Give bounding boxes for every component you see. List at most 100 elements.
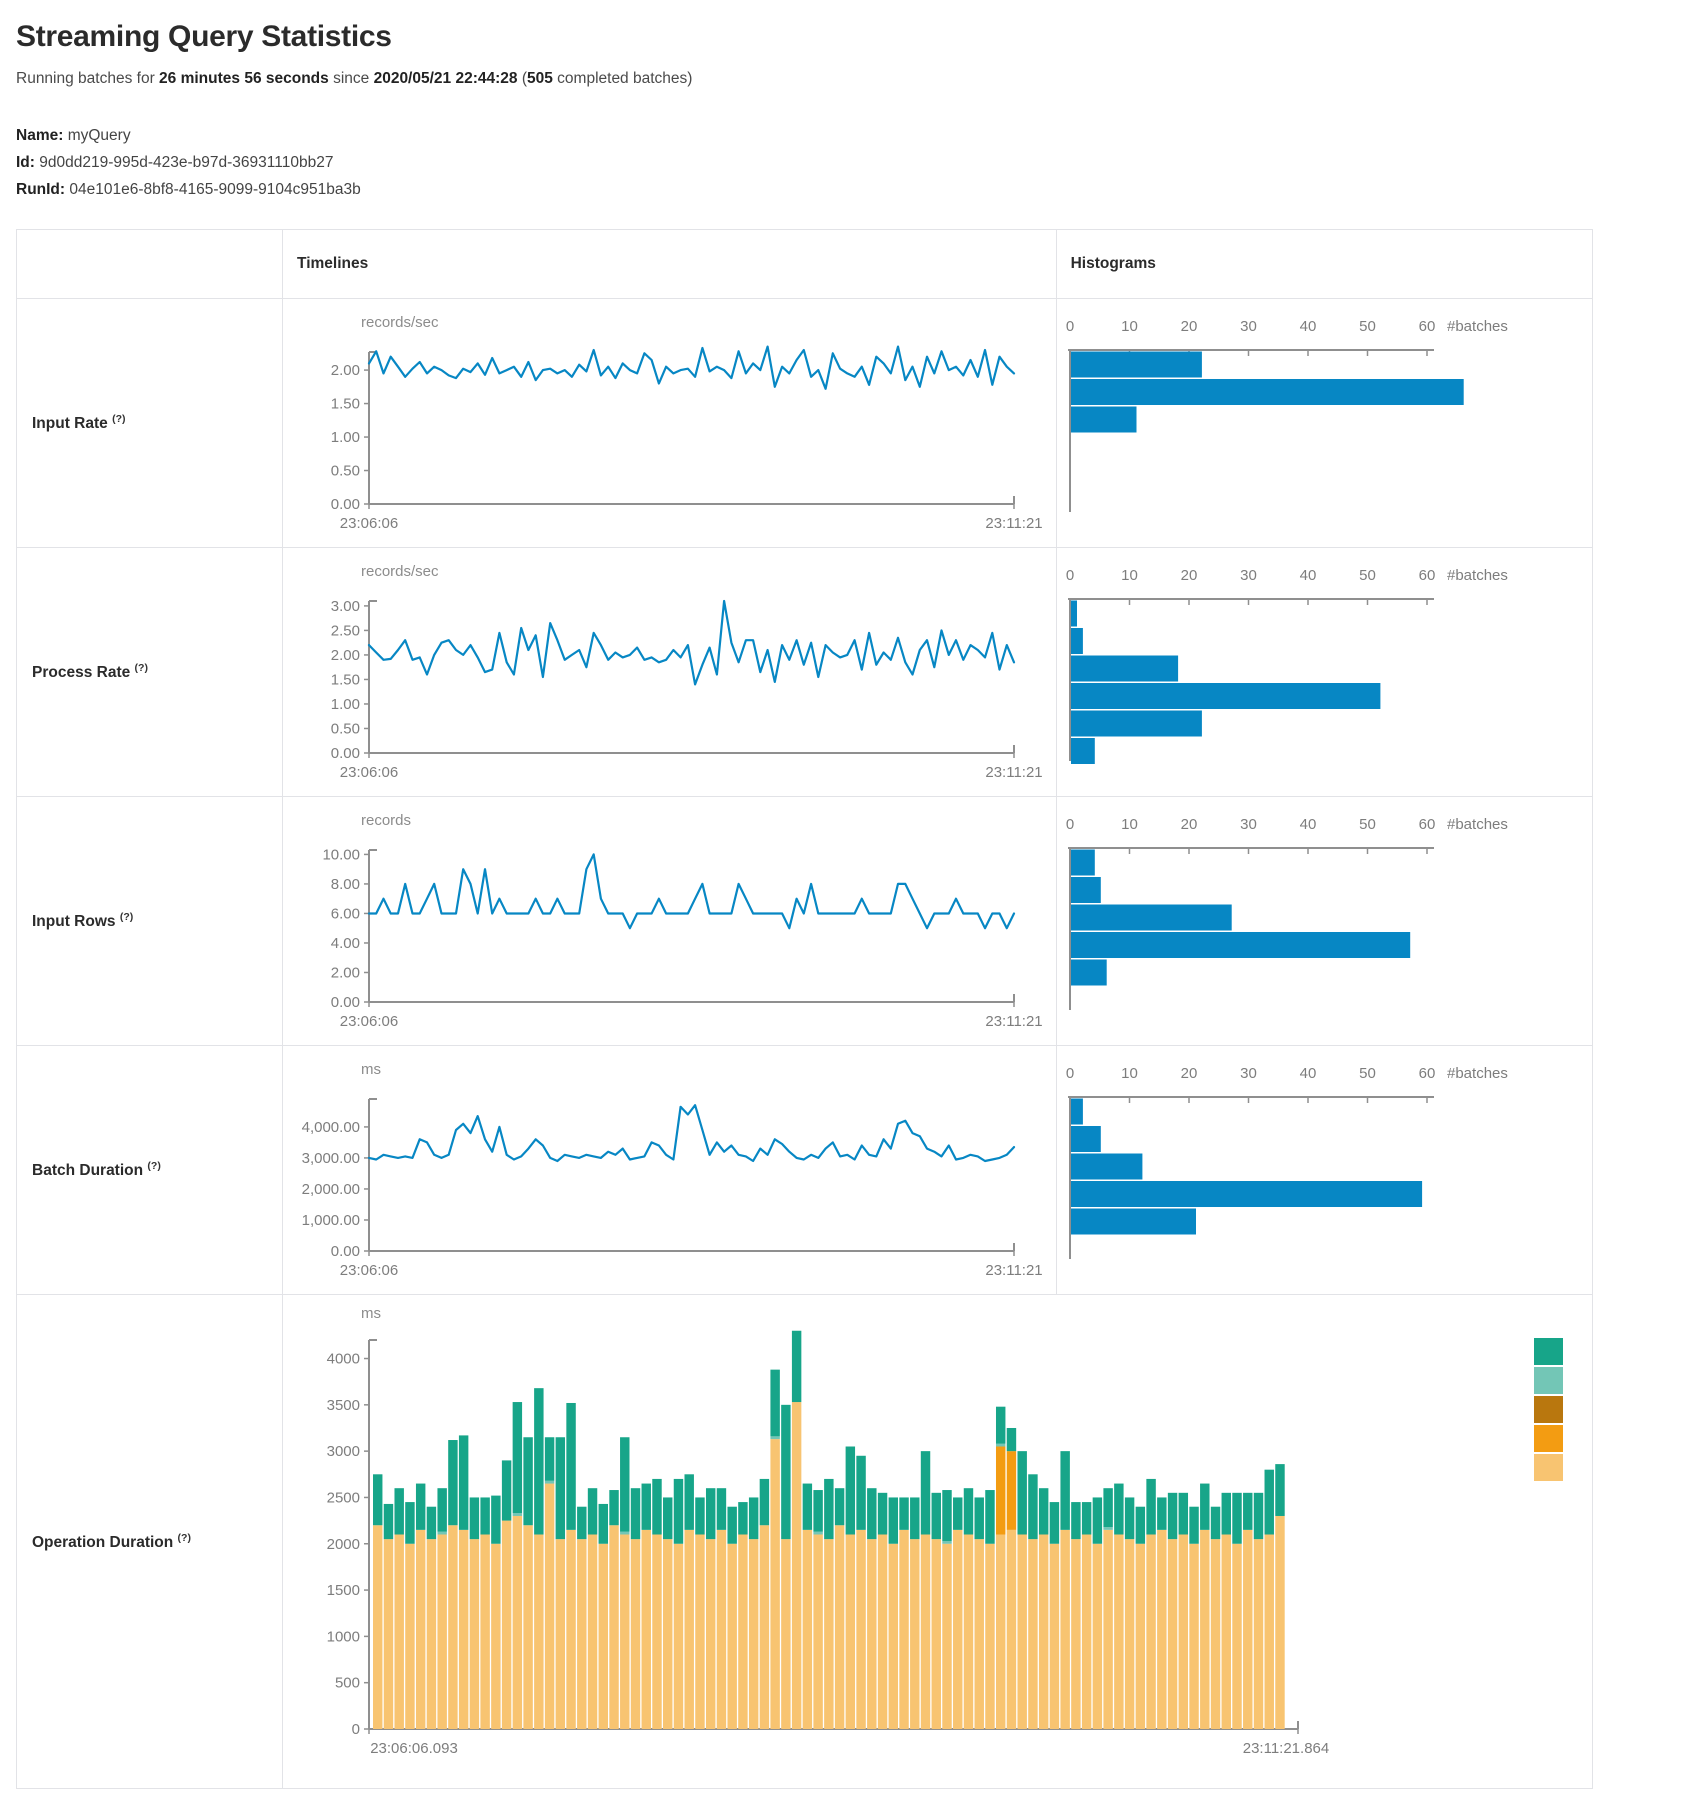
id-label: Id: [16, 154, 35, 172]
svg-text:10: 10 [1121, 1065, 1138, 1082]
legend-swatch[interactable] [1534, 1425, 1563, 1453]
svg-text:10.00: 10.00 [322, 847, 360, 864]
operation-duration-label-cell: Operation Duration (?) [16, 1294, 283, 1790]
svg-text:23:11:21: 23:11:21 [985, 1262, 1042, 1279]
svg-text:50: 50 [1359, 816, 1376, 833]
svg-text:6.00: 6.00 [331, 906, 360, 923]
query-name-line: Name: myQuery [16, 122, 1677, 149]
svg-text:60: 60 [1418, 816, 1435, 833]
name-label: Name: [16, 127, 64, 144]
process-rate-timeline-chart: records/sec 3.00 2.50 2.00 1.50 1.00 0.50 0.00 2… [331, 563, 1043, 781]
svg-text:#batches: #batches [1447, 318, 1508, 335]
histograms-header: Histograms [1055, 229, 1594, 300]
svg-text:0: 0 [1065, 816, 1073, 833]
svg-text:#batches: #batches [1447, 816, 1508, 833]
svg-text:10: 10 [1121, 567, 1138, 584]
legend-swatch[interactable] [1534, 1454, 1563, 1482]
query-id-line: Id: 9d0dd219-995d-423e-b97d-36931110bb27 [16, 149, 1677, 176]
batch-duration-help-icon[interactable]: (?) [147, 1160, 161, 1173]
svg-text:23:06:06: 23:06:06 [340, 764, 398, 781]
svg-text:#batches: #batches [1447, 1065, 1508, 1082]
svg-text:40: 40 [1299, 318, 1316, 335]
legend-swatch[interactable] [1534, 1338, 1563, 1366]
svg-text:0.50: 0.50 [331, 463, 360, 480]
table-header-row: Timelines Histograms [16, 229, 1594, 300]
input-rows-label-cell: Input Rows (?) [16, 796, 283, 1047]
batch-duration-histogram-cell: 0 10 20 30 40 50 60 #batches [1055, 1045, 1594, 1296]
svg-text:0.00: 0.00 [331, 496, 360, 513]
input-rate-label-cell: Input Rate (?) [16, 298, 283, 549]
input-rows-histogram-chart: 0 10 20 30 40 50 60 #batches [1065, 816, 1508, 1011]
start-time-value: 2020/05/21 22:44:28 [373, 70, 518, 87]
svg-text:0: 0 [352, 1721, 360, 1738]
input-rate-histogram-chart: 0 10 20 30 40 50 60 #batches [1065, 318, 1508, 513]
svg-text:10: 10 [1121, 318, 1138, 335]
operation-duration-help-icon[interactable]: (?) [177, 1531, 191, 1544]
input-rows-help-icon[interactable]: (?) [119, 911, 134, 924]
svg-text:23:06:06: 23:06:06 [340, 1262, 398, 1279]
batch-duration-histogram-chart: 0 10 20 30 40 50 60 #batches [1065, 1065, 1508, 1260]
svg-text:2.00: 2.00 [331, 647, 360, 664]
svg-text:3500: 3500 [327, 1397, 360, 1414]
operation-duration-label: Operation Duration [32, 1533, 174, 1551]
svg-text:3.00: 3.00 [331, 598, 360, 615]
svg-text:0.00: 0.00 [331, 1243, 360, 1260]
batch-duration-timeline-cell: ms 4,000.00 3,000.00 2,000.00 1,000.00 0.00 23… [282, 1045, 1057, 1296]
svg-text:2.00: 2.00 [331, 362, 360, 379]
svg-text:60: 60 [1418, 318, 1435, 335]
process-rate-help-icon[interactable]: (?) [134, 662, 148, 675]
svg-text:0: 0 [1065, 1065, 1073, 1082]
input-rows-row: Input Rows (?) records 10.00 8.00 6.00 4.00 2… [16, 796, 1594, 1047]
svg-text:0.50: 0.50 [331, 721, 360, 738]
input-rows-label: Input Rows [32, 913, 116, 931]
svg-text:2000: 2000 [327, 1536, 360, 1553]
operation-duration-row: Operation Duration (?) ms 0 500 1000 1500 200… [16, 1294, 1593, 1790]
svg-text:10: 10 [1121, 816, 1138, 833]
svg-text:3,000.00: 3,000.00 [302, 1150, 360, 1167]
svg-text:#batches: #batches [1447, 567, 1508, 584]
page-title: Streaming Query Statistics [16, 20, 392, 53]
process-rate-histogram-cell: 0 10 20 30 40 50 60 #batches [1055, 547, 1594, 798]
input-rate-histogram-cell: 0 10 20 30 40 50 60 #batches [1055, 298, 1594, 549]
process-rate-label-cell: Process Rate (?) [16, 547, 283, 798]
svg-text:60: 60 [1418, 1065, 1435, 1082]
svg-text:23:06:06: 23:06:06 [340, 1013, 398, 1030]
input-rate-timeline-chart: records/sec 2.00 1.50 1.00 0.50 0.00 23:06:06 2… [331, 314, 1043, 532]
svg-text:0: 0 [1065, 567, 1073, 584]
timelines-header: Timelines [282, 229, 1057, 300]
input-rate-timeline-cell: records/sec 2.00 1.50 1.00 0.50 0.00 23:06:06 2… [282, 298, 1057, 549]
paren: ( [517, 70, 527, 87]
svg-text:4000: 4000 [327, 1351, 360, 1368]
svg-text:500: 500 [335, 1675, 360, 1692]
svg-text:ms: ms [361, 1305, 381, 1322]
svg-text:1.00: 1.00 [331, 429, 360, 446]
input-rate-row: Input Rate (?) records/sec 2.00 1.50 1.00 0.… [16, 298, 1594, 549]
svg-text:3000: 3000 [327, 1444, 360, 1461]
svg-text:30: 30 [1240, 816, 1257, 833]
svg-text:50: 50 [1359, 567, 1376, 584]
name-value: myQuery [63, 127, 131, 144]
summary-suffix: completed batches) [552, 70, 693, 87]
input-rate-help-icon[interactable]: (?) [112, 413, 126, 426]
svg-text:30: 30 [1240, 567, 1257, 584]
legend-swatch[interactable] [1534, 1396, 1563, 1424]
svg-text:2.50: 2.50 [331, 623, 360, 640]
svg-text:ms: ms [361, 1061, 381, 1078]
legend-swatch[interactable] [1534, 1367, 1563, 1395]
svg-text:4.00: 4.00 [331, 935, 360, 952]
svg-text:records/sec: records/sec [361, 314, 439, 331]
svg-text:1.50: 1.50 [331, 672, 360, 689]
svg-text:0.00: 0.00 [331, 994, 360, 1011]
input-rows-timeline-chart: records 10.00 8.00 6.00 4.00 2.00 0.00 23:06:06… [322, 812, 1042, 1030]
process-rate-row: Process Rate (?) records/sec 3.00 2.50 2.00… [16, 547, 1594, 798]
svg-text:23:06:06.093: 23:06:06.093 [370, 1740, 458, 1757]
svg-text:50: 50 [1359, 318, 1376, 335]
svg-text:20: 20 [1180, 318, 1197, 335]
svg-text:30: 30 [1240, 318, 1257, 335]
id-value: 9d0dd219-995d-423e-b97d-36931110bb27 [34, 154, 334, 172]
svg-text:1.00: 1.00 [331, 696, 360, 713]
svg-text:20: 20 [1180, 1065, 1197, 1082]
svg-text:records: records [361, 812, 411, 829]
svg-text:records/sec: records/sec [361, 563, 439, 580]
svg-text:30: 30 [1240, 1065, 1257, 1082]
